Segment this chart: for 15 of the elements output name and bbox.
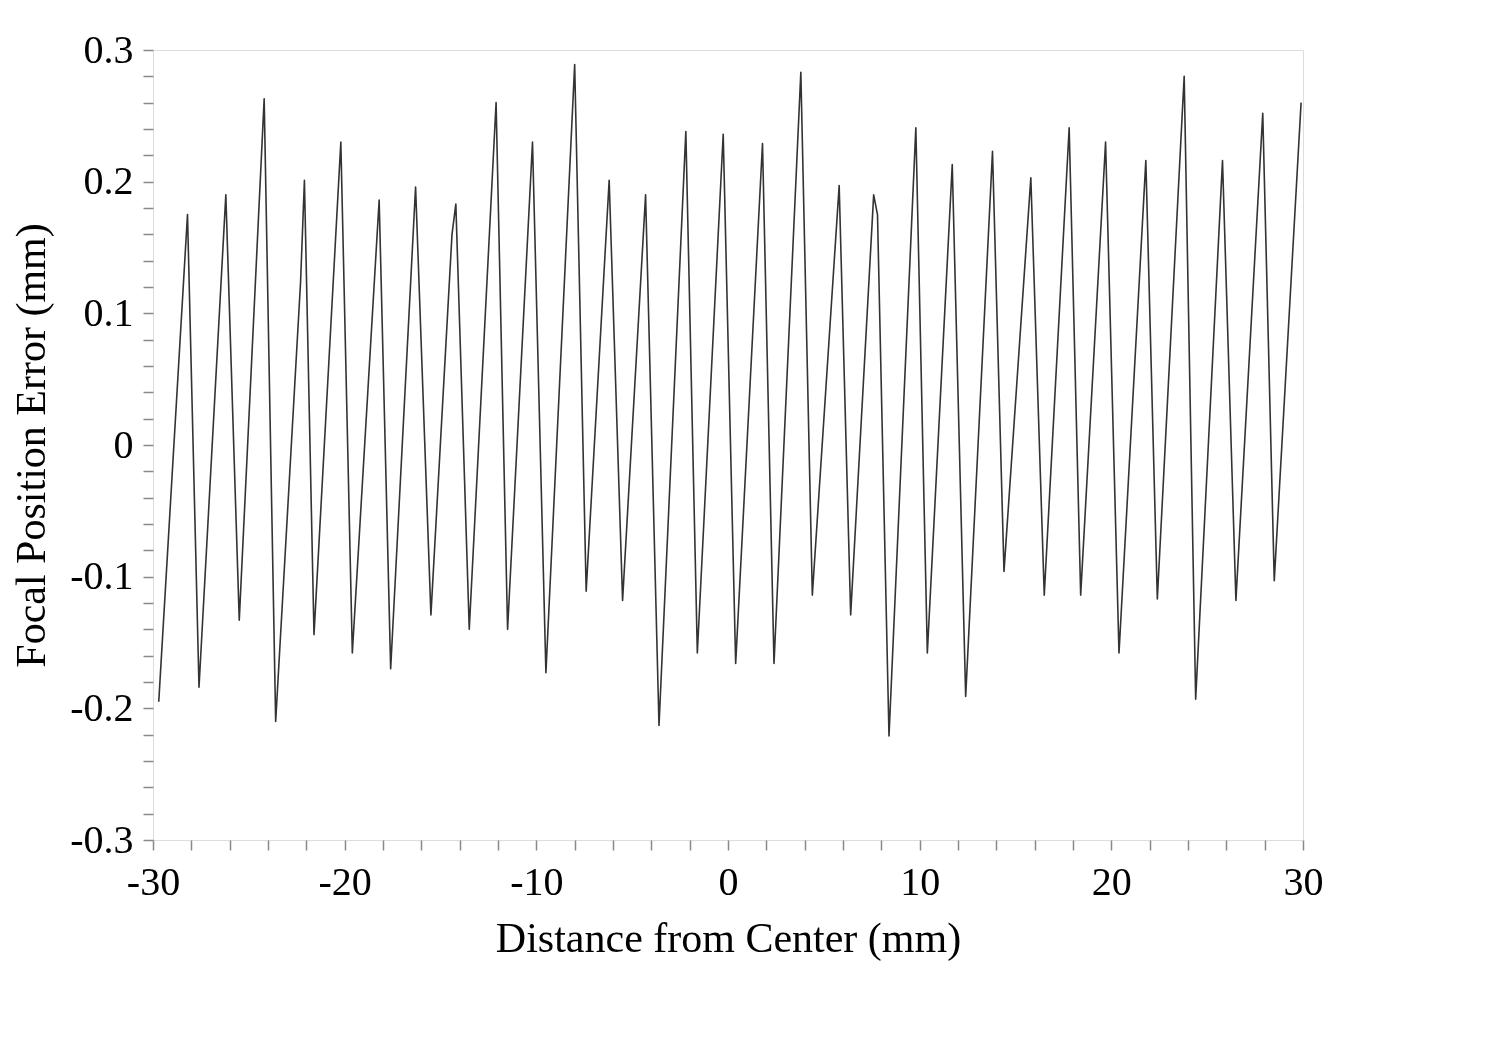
y-tick-label: 0 [113,421,134,467]
x-tick-label: 0 [718,858,739,904]
x-tick-label: -10 [510,858,564,904]
x-axis-title: Distance from Center (mm) [495,914,962,962]
y-axis-title: Focal Position Error (mm) [8,223,56,668]
y-tick-label: 0.2 [83,158,134,204]
x-tick-label: -20 [318,858,372,904]
x-tick-label: 10 [900,858,941,904]
y-tick-label: -0.2 [70,684,134,730]
y-tick-label: -0.1 [70,553,134,599]
x-tick-label: 20 [1091,858,1132,904]
y-tick-label: 0.3 [83,26,134,72]
x-tick-label: 30 [1283,858,1324,904]
line-series [157,63,1302,737]
y-tick-label: 0.1 [83,289,134,335]
